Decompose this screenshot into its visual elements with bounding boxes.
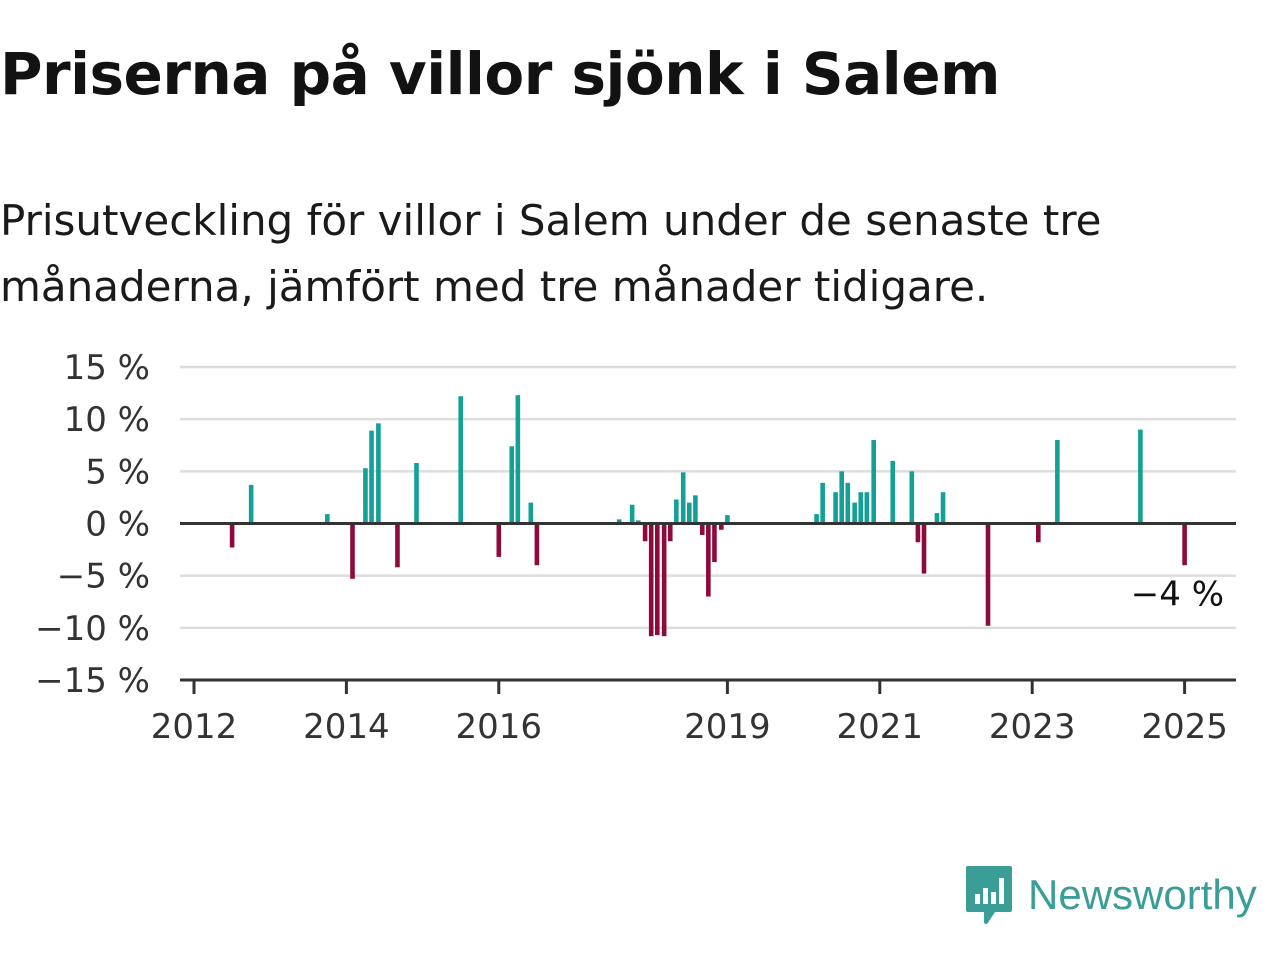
bar xyxy=(1138,429,1143,524)
bar xyxy=(1055,440,1060,524)
bar xyxy=(654,523,660,636)
bar xyxy=(458,396,463,524)
bar xyxy=(414,462,419,524)
bar xyxy=(940,492,946,524)
bar xyxy=(616,519,622,524)
x-tick-label: 2025 xyxy=(1141,707,1228,747)
bar xyxy=(629,504,635,524)
bar xyxy=(864,492,870,524)
bar xyxy=(661,523,667,637)
bar xyxy=(515,395,521,524)
bars xyxy=(229,395,1187,637)
axes xyxy=(180,522,1236,682)
y-tick-label: 0 % xyxy=(85,505,150,545)
bar xyxy=(693,495,698,524)
bar xyxy=(839,471,844,524)
bar xyxy=(833,492,838,524)
bar xyxy=(248,484,254,524)
bar xyxy=(642,523,648,542)
bar xyxy=(858,492,864,524)
bar xyxy=(921,523,927,574)
bar xyxy=(699,523,705,535)
bar xyxy=(667,523,673,542)
bar xyxy=(712,523,717,563)
y-tick-label: 15 % xyxy=(64,348,150,388)
bar xyxy=(496,523,502,557)
bar xyxy=(376,423,381,524)
bar xyxy=(845,482,851,524)
bar xyxy=(369,430,374,524)
bar xyxy=(363,468,368,524)
bar xyxy=(325,514,330,524)
y-tick-label: −10 % xyxy=(35,609,150,649)
y-tick-label: 10 % xyxy=(64,400,150,440)
bar xyxy=(350,523,355,579)
bar xyxy=(1182,523,1187,566)
x-tick-label: 2023 xyxy=(989,707,1076,747)
bar xyxy=(229,523,235,548)
brand-name: Newsworthy xyxy=(1028,871,1257,918)
bar xyxy=(985,523,991,626)
chart-title: Priserna på villor sjönk i Salem xyxy=(0,40,1000,108)
y-tick-label: −15 % xyxy=(35,661,150,701)
bar xyxy=(674,499,679,524)
bar xyxy=(909,471,915,524)
bar xyxy=(534,523,540,566)
newsworthy-logo-icon xyxy=(966,866,1012,924)
bar xyxy=(1035,523,1041,543)
last-value-label: −4 % xyxy=(1131,575,1224,615)
bar xyxy=(687,502,692,524)
grid-lines xyxy=(180,365,1236,630)
bar xyxy=(706,523,711,597)
y-tick-label: 5 % xyxy=(85,452,150,492)
x-axis-ticks: 2012 2014 2016 2019 2021 2023 2025 xyxy=(151,680,1228,747)
x-tick-label: 2016 xyxy=(456,707,543,747)
bar xyxy=(814,514,819,524)
y-axis-ticks: 15 % 10 % 5 % 0 % −5 % −10 % −15 % xyxy=(35,348,150,701)
bar xyxy=(725,515,730,524)
bar xyxy=(719,523,724,530)
bar xyxy=(890,460,896,524)
x-tick-label: 2012 xyxy=(151,707,238,747)
bar xyxy=(934,513,940,524)
y-tick-label: −5 % xyxy=(57,557,150,597)
bar xyxy=(648,523,654,637)
bar xyxy=(915,523,921,543)
x-tick-label: 2019 xyxy=(684,707,771,747)
bar xyxy=(509,446,515,524)
bar xyxy=(852,502,857,524)
chart-subtitle: Prisutveckling för villor i Salem under … xyxy=(0,196,1102,311)
bar xyxy=(528,502,534,524)
bar-chart: 15 %10 %5 %0 %−5 %−10 %−15 % 2012 2014 201… xyxy=(35,348,1236,747)
bar xyxy=(635,520,641,524)
bar xyxy=(395,523,400,568)
bar xyxy=(680,472,686,524)
bar xyxy=(820,482,825,524)
bar xyxy=(871,440,877,524)
x-tick-label: 2014 xyxy=(303,707,390,747)
brand: Newsworthy xyxy=(964,864,1257,926)
x-tick-label: 2021 xyxy=(837,707,924,747)
